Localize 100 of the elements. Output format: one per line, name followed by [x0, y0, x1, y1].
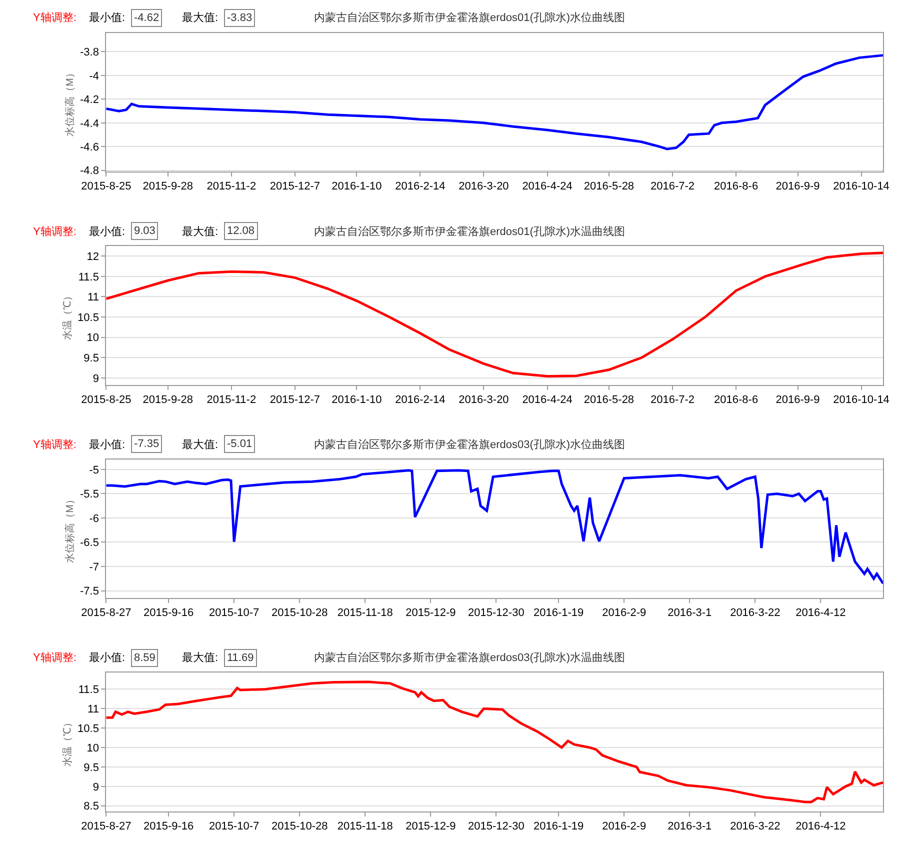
x-tick-label: 2016-9-9: [776, 394, 820, 406]
text: -3.83: [227, 12, 252, 24]
x-tick-label: 2016-1-19: [534, 607, 584, 620]
x-tick-label: 2015-10-7: [209, 820, 260, 832]
y-tick-label: 12: [86, 251, 99, 264]
text: 最大值:: [182, 225, 218, 238]
text: Y轴调整:: [33, 225, 76, 238]
text: 最大值:: [182, 11, 218, 24]
x-tick-label: 2015-10-28: [271, 820, 328, 832]
text: -5.01: [227, 438, 252, 450]
text: Y轴调整:: [33, 438, 76, 451]
text: 最小值:: [89, 651, 126, 664]
y-tick-label: -6.5: [80, 537, 99, 550]
x-tick-label: 2016-4-12: [796, 607, 846, 620]
y-tick-label: 9: [92, 781, 99, 794]
x-tick-label: 2016-3-1: [668, 820, 712, 832]
x-tick-label: 2016-2-14: [395, 180, 446, 193]
x-tick-label: 2015-8-27: [81, 607, 132, 620]
x-tick-label: 2015-12-9: [406, 607, 456, 620]
y-tick-label: -4.2: [80, 94, 99, 106]
line-series: [106, 252, 884, 378]
x-tick-label: 2015-11-2: [206, 180, 256, 193]
y-tick-label: -5: [89, 464, 99, 476]
y-tick-label: 11.5: [78, 684, 99, 696]
y-tick-label: 9: [92, 372, 99, 385]
y-axis-title: 水位标高（M）: [64, 494, 76, 563]
chart-title: 内蒙古自治区鄂尔多斯市伊金霍洛旗erdos01(孔隙水)水温曲线图: [314, 225, 626, 238]
y-tick-label: -4: [89, 70, 99, 82]
x-tick-label: 2016-4-24: [522, 180, 572, 193]
y-tick-label: 8.5: [84, 800, 99, 813]
x-tick-label: 2016-3-22: [730, 607, 780, 620]
x-tick-label: 2015-11-18: [337, 607, 393, 620]
y-tick-label: 10.5: [78, 312, 99, 324]
text: 最小值:: [89, 438, 126, 451]
y-axis-title: 水温（℃）: [62, 717, 74, 766]
y-tick-label: -4.6: [80, 141, 99, 154]
y-tick-label: 11.5: [78, 271, 99, 284]
line-series: [106, 680, 884, 804]
text: 12.08: [227, 225, 255, 237]
x-tick-label: 2016-8-6: [714, 394, 758, 406]
x-tick-label: 2016-3-20: [458, 180, 509, 193]
x-tick-label: 2016-2-9: [602, 607, 646, 620]
text: Y轴调整:: [33, 651, 76, 664]
x-tick-label: 2015-12-30: [468, 820, 524, 832]
x-tick-label: 2015-9-16: [143, 607, 194, 620]
x-tick-label: 2016-9-9: [776, 180, 820, 193]
y-tick-label: 11: [88, 704, 99, 716]
x-tick-label: 2015-8-25: [81, 394, 132, 406]
x-tick-label: 2016-5-28: [584, 180, 634, 193]
x-tick-label: 2015-12-30: [468, 607, 524, 620]
x-tick-label: 2016-3-20: [458, 394, 509, 406]
chart-title: 内蒙古自治区鄂尔多斯市伊金霍洛旗erdos03(孔隙水)水位曲线图: [314, 438, 626, 451]
chart-title: 内蒙古自治区鄂尔多斯市伊金霍洛旗erdos03(孔隙水)水温曲线图: [314, 651, 626, 664]
x-tick-label: 2015-12-7: [270, 394, 320, 406]
x-tick-label: 2016-7-2: [650, 180, 695, 193]
y-tick-label: -7: [89, 561, 99, 574]
x-tick-label: 2015-8-27: [81, 820, 132, 832]
x-tick-label: 2015-12-7: [270, 180, 320, 193]
x-tick-label: 2015-9-16: [143, 820, 194, 832]
x-tick-label: 2015-8-25: [81, 180, 132, 193]
x-tick-label: 2016-3-22: [730, 820, 780, 832]
x-tick-label: 2016-7-2: [650, 394, 695, 406]
x-tick-label: 2015-10-28: [271, 607, 328, 620]
line-series: [106, 469, 884, 585]
x-tick-label: 2016-1-10: [332, 394, 382, 406]
x-tick-label: 2016-3-1: [668, 607, 712, 620]
y-axis-title: 水温（℃）: [62, 290, 74, 340]
x-tick-label: 2016-10-14: [833, 394, 890, 406]
y-tick-label: 10: [86, 332, 99, 344]
y-tick-label: 9.5: [84, 352, 99, 364]
text: Y轴调整:: [33, 11, 76, 24]
x-tick-label: 2015-11-18: [337, 820, 393, 832]
x-tick-label: 2016-8-6: [714, 180, 758, 193]
text: 最小值:: [89, 225, 126, 238]
chart-title: 内蒙古自治区鄂尔多斯市伊金霍洛旗erdos01(孔隙水)水位曲线图: [314, 11, 626, 24]
x-tick-label: 2015-9-28: [142, 394, 193, 406]
text: 最小值:: [89, 11, 126, 24]
y-tick-label: 10.5: [78, 722, 99, 735]
text: 最大值:: [182, 438, 218, 451]
y-tick-label: 9.5: [84, 762, 99, 774]
x-tick-label: 2016-2-9: [602, 820, 646, 832]
y-tick-label: -7.5: [80, 586, 99, 598]
x-tick-label: 2016-5-28: [584, 394, 634, 406]
text: 11.69: [227, 652, 254, 664]
y-tick-label: -6: [89, 512, 99, 525]
x-tick-label: 2015-11-2: [206, 394, 256, 406]
x-tick-label: 2016-1-10: [332, 180, 382, 193]
text: 8.59: [134, 652, 156, 664]
x-tick-label: 2015-9-28: [142, 180, 193, 193]
y-axis-title: 水位标高（M）: [64, 68, 76, 136]
x-tick-label: 2015-10-7: [209, 607, 260, 620]
y-tick-label: -4.4: [80, 118, 99, 130]
y-tick-label: 11: [88, 292, 99, 304]
y-tick-label: -4.8: [80, 165, 99, 178]
text: 最大值:: [182, 651, 218, 664]
text: 9.03: [134, 225, 156, 237]
line-series: [106, 54, 884, 150]
x-tick-label: 2016-4-12: [796, 820, 846, 832]
text: -4.62: [134, 12, 160, 24]
text: -7.35: [134, 438, 160, 450]
